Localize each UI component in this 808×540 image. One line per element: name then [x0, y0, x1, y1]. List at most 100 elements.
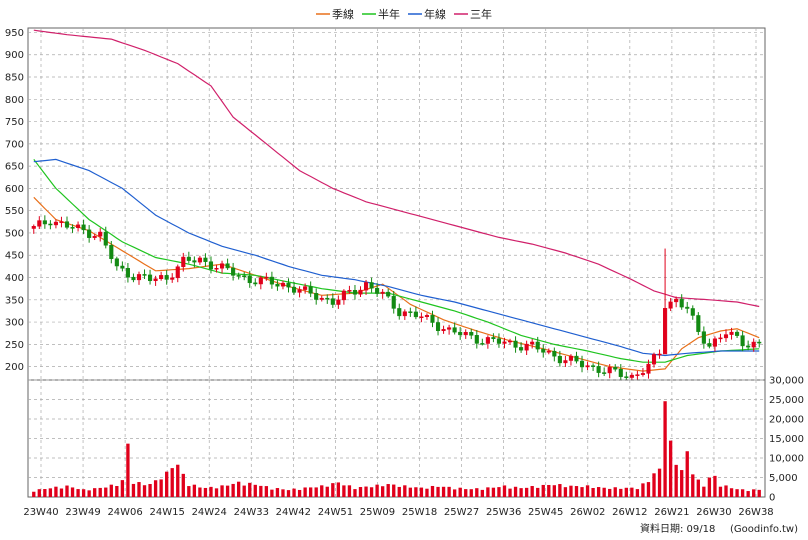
- candle-body: [546, 350, 551, 353]
- candle-body: [253, 282, 258, 285]
- volume-bar: [602, 487, 606, 497]
- x-tick-label: 23W49: [65, 507, 100, 518]
- volume-bar: [574, 486, 579, 497]
- legend-label-h: 半年: [378, 7, 400, 21]
- price-tick-label: 600: [5, 184, 24, 195]
- price-tick-label: 350: [5, 295, 24, 306]
- volume-bar: [109, 484, 113, 497]
- volume-bar: [563, 487, 568, 497]
- candle-body: [308, 286, 313, 294]
- volume-bar: [630, 487, 634, 497]
- candle-body: [336, 299, 341, 305]
- price-tick-label: 250: [5, 340, 24, 351]
- volume-bar: [757, 489, 761, 497]
- volume-bar: [513, 486, 518, 497]
- candle-body: [231, 267, 236, 276]
- volume-bar: [458, 487, 462, 497]
- volume-bar: [281, 489, 285, 497]
- volume-bar: [657, 468, 662, 497]
- candle-body: [325, 297, 330, 300]
- volume-tick-label: 5,000: [769, 473, 798, 484]
- volume-bar: [452, 489, 457, 497]
- x-tick-label: 24W33: [234, 507, 269, 518]
- candle-body: [651, 354, 657, 365]
- volume-bar: [220, 485, 224, 497]
- volume-bar: [336, 482, 341, 497]
- volume-bar: [591, 487, 595, 497]
- candle-body: [159, 275, 164, 280]
- candle-body: [458, 331, 463, 336]
- candle-body: [92, 235, 97, 238]
- candle-body: [120, 265, 125, 269]
- candle-body: [363, 282, 369, 291]
- volume-bar: [270, 489, 274, 497]
- candle-body: [701, 331, 706, 344]
- volume-y-axis: 0 5,000 10,000 15,000 20,000 25,000 30,000: [769, 376, 804, 504]
- candle-body: [186, 256, 191, 261]
- price-tick-label: 750: [5, 117, 24, 128]
- candle-body: [264, 276, 269, 279]
- price-y-axis: 200 250 300 350 400 450 500 550 600 650 700 750 800 8…: [5, 28, 24, 373]
- candle-body: [696, 315, 701, 332]
- volume-bar: [724, 485, 728, 497]
- volume-bar: [608, 488, 612, 497]
- volume-bar: [364, 486, 368, 497]
- candle-body: [663, 308, 668, 355]
- candle-body: [530, 341, 535, 345]
- volume-bar: [713, 475, 717, 497]
- volume-bar: [392, 484, 396, 497]
- candle-body: [42, 220, 47, 225]
- volume-bar: [646, 482, 651, 497]
- candle-body: [103, 231, 108, 246]
- candle-body: [358, 289, 363, 295]
- volume-bar: [48, 488, 53, 497]
- volume-bar: [320, 485, 324, 497]
- volume-bar: [425, 488, 429, 497]
- candle-body: [740, 335, 745, 347]
- price-tick-label: 300: [5, 318, 24, 329]
- candle-body: [552, 350, 557, 357]
- volume-bar: [159, 479, 163, 497]
- candle-body: [591, 365, 596, 367]
- legend: 季線 半年 年線 三年: [316, 7, 492, 21]
- candle-body: [635, 374, 640, 376]
- candle-body: [280, 282, 286, 287]
- volume-bar: [641, 483, 645, 497]
- candle-body: [347, 290, 352, 292]
- volume-bar: [131, 483, 136, 497]
- volume-bar: [729, 488, 734, 497]
- volume-bar: [214, 488, 219, 497]
- candle-body: [148, 274, 153, 282]
- volume-bar: [54, 486, 58, 497]
- x-tick-label: 23W40: [23, 507, 58, 518]
- volume-bar: [497, 487, 501, 497]
- candle-body: [70, 227, 75, 229]
- volume-bar: [685, 451, 689, 497]
- candle-body: [646, 363, 651, 374]
- candle-body: [613, 367, 618, 370]
- x-tick-label: 26W38: [738, 507, 773, 518]
- candle-body: [98, 231, 103, 237]
- candle-body: [557, 355, 562, 364]
- price-tick-label: 500: [5, 228, 24, 239]
- candle-body: [502, 341, 507, 344]
- candle-body: [447, 327, 452, 330]
- volume-bar: [369, 487, 374, 497]
- price-tick-label: 650: [5, 162, 24, 173]
- candle-body: [746, 345, 751, 348]
- volume-bar: [170, 468, 174, 497]
- volume-bar: [524, 487, 529, 497]
- candle-body: [297, 289, 302, 293]
- x-tick-label: 26W12: [612, 507, 647, 518]
- candle-body: [386, 291, 391, 297]
- volume-bar: [558, 484, 562, 497]
- candle-body: [690, 308, 695, 316]
- candle-body: [519, 347, 524, 351]
- volume-bar: [414, 487, 418, 497]
- x-tick-label: 24W15: [150, 507, 185, 518]
- volume-tick-label: 30,000: [769, 376, 804, 387]
- price-tick-label: 200: [5, 362, 24, 373]
- volume-bar: [187, 486, 191, 497]
- candle-body: [225, 263, 230, 269]
- volume-bar: [580, 487, 584, 497]
